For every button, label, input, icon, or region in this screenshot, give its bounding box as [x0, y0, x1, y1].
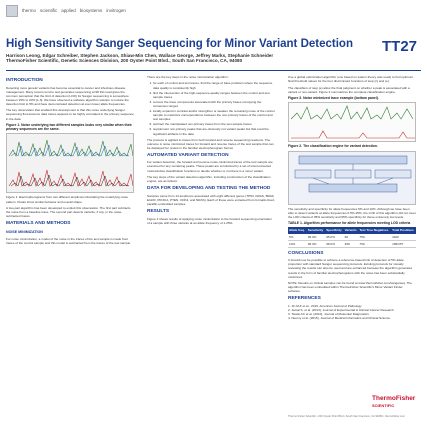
- reference-item: 2. Jamal S. et al. (2013), Journal of Ex…: [288, 307, 394, 312]
- table-cell: 10%: [288, 240, 307, 248]
- col3-paragraph-1: Use a global optimization algorithm (one…: [288, 75, 414, 84]
- table-1-caption: TABLE 1. Algorithm performance for allel…: [288, 221, 411, 226]
- trace-panel-top: [8, 140, 133, 158]
- logo-word-biosystems: biosystems: [79, 7, 103, 13]
- electropherogram-traces: [8, 140, 133, 188]
- reference-item: 3. Tsiatis AC et al. (2010), Journal of …: [288, 312, 369, 317]
- list-item: for each of control and test traces, fin…: [153, 81, 275, 89]
- figure-1-caption: Figure 1. Noise underlying two different…: [6, 123, 132, 132]
- authors-affiliation: ThermoFisher Scientific, Genetic Science…: [6, 58, 243, 64]
- references-heading: REFERENCES: [288, 296, 321, 302]
- results-heading: RESULTS: [147, 209, 170, 215]
- col3-paragraph-3: The sensitivity and specificity for alle…: [288, 206, 416, 219]
- flow-box-right: [374, 169, 412, 178]
- figure-3-noise-minimized-trace: [288, 102, 416, 143]
- logo-word-invitrogen: invitrogen: [106, 7, 126, 13]
- classification-flowchart: [294, 155, 412, 192]
- footer-brand-line1: ThermoFisher: [372, 395, 416, 402]
- table-cell: 750: [358, 233, 392, 241]
- poster-title: High Sensitivity Sanger Sequencing for M…: [6, 38, 353, 50]
- header-divider: [6, 70, 421, 71]
- table-row: 10% 96.0% 98.0% 456 750 165/257: [288, 240, 416, 248]
- table-cell: 750: [358, 240, 392, 248]
- table-header: Test True Negatives: [358, 227, 392, 234]
- methods-heading: MATERIALS AND METHODS: [6, 221, 71, 227]
- footer-brand-logo: ThermoFisher SCIENTIFIC: [372, 395, 415, 409]
- authors-block: Harrison Leong, Edgar Schreiber, Stephen…: [6, 53, 376, 64]
- logo-word-applied: applied: [61, 7, 76, 13]
- col2-paragraph-1: There are the key steps in the noise min…: [147, 75, 229, 79]
- table-cell: 95.0%: [325, 233, 344, 241]
- flow-box-top: [298, 155, 408, 164]
- intro-paragraph-1: Detecting more genetic variants has beco…: [6, 85, 129, 106]
- noise-minimization-heading: NOISE MINIMIZATION: [6, 229, 43, 234]
- table-cell: 1100: [391, 233, 416, 241]
- table-header: Allele freq.: [288, 227, 307, 234]
- figure-2-classification-engine: [288, 150, 416, 205]
- table-cell: 95.0%: [306, 233, 326, 241]
- table-cell: 98.0%: [325, 240, 344, 248]
- noise-minimized-traces: [290, 105, 415, 139]
- intro-paragraph-3: A two-part algorithm has been developed …: [6, 206, 131, 219]
- methods-paragraph-1: For noise minimization, a model of the n…: [6, 237, 132, 246]
- table-cell: 5%: [288, 233, 307, 241]
- list-item: supplement non-primary peaks that are ob…: [153, 127, 275, 135]
- list-item: find the intersection of the high-sequen…: [153, 91, 275, 99]
- figure-1-note: Figure 1. Electropherograms from two dif…: [6, 195, 129, 204]
- col2-paragraph-5: Samples came from 13 amplicons associate…: [147, 193, 275, 206]
- conclusions-heading: CONCLUSIONS: [288, 250, 324, 256]
- footer-note: Thermo Fisher Scientific • 200 Oyster Po…: [288, 415, 405, 418]
- footer-brand-line2: SCIENTIFIC: [372, 403, 395, 408]
- list-item: remove the trace components associated w…: [153, 100, 275, 108]
- table-header: Sensitivity: [306, 227, 326, 234]
- list-item: locally expand in contrast and/or streng…: [153, 109, 275, 121]
- table-cell: 165/257: [391, 240, 416, 248]
- brand-logo-icon: [6, 5, 18, 17]
- table-row: 5% 95.0% 95.0% 60 750 1100: [288, 233, 416, 241]
- col2-paragraph-3: For variant detection, the forward and r…: [147, 160, 273, 173]
- intro-paragraph-2: The key observation that enabled this de…: [6, 108, 134, 121]
- table-header: Variants: [343, 227, 359, 234]
- flow-box-bottom: [308, 183, 398, 192]
- col2-paragraph-4: The key steps of the variant detection a…: [147, 175, 271, 184]
- logo-word-scientific: scientific: [40, 7, 58, 13]
- col3-paragraph-4: It should now be possible to achieve a r…: [288, 258, 413, 279]
- col3-paragraph-5: NOTE: Results on clinical samples can be…: [288, 281, 412, 294]
- table-cell: 60: [343, 233, 359, 241]
- reference-item: 4. Neemy et al. (2015), Journal of Medic…: [288, 316, 391, 321]
- col3-paragraph-2: The classifiers of step (e) allow the fi…: [288, 85, 410, 94]
- logo-word-thermo: thermo: [22, 7, 37, 13]
- flow-box-left: [294, 169, 332, 178]
- data-heading: DATA FOR DEVELOPING AND TESTING THE METH…: [147, 186, 271, 192]
- column-2: There are the key steps in the noise min…: [147, 75, 275, 227]
- trace-panel-bottom: [8, 170, 133, 188]
- figure-3-caption: Figure 3. Noise minimized trace example …: [288, 96, 379, 101]
- table-header: Specificity: [325, 227, 344, 234]
- performance-table: Allele freq. Sensitivity Specificity Var…: [288, 227, 416, 248]
- variant-detection-heading: AUTOMATED VARIANT DETECTION: [147, 152, 229, 158]
- reference-item: 1. Jin M-F et al., 2016, American Journa…: [288, 303, 362, 308]
- authors-names: Harrison Leong, Edgar Schreiber, Stephen…: [6, 53, 274, 58]
- col2-paragraph-2: The process is applied to traces from bo…: [147, 137, 274, 150]
- table-cell: 456: [343, 240, 359, 248]
- table-cell: 96.0%: [306, 240, 326, 248]
- column-1: INTRODUCTION Detecting more genetic vari…: [6, 75, 134, 248]
- figure-2-caption: Figure 2. The classification engine for …: [288, 144, 378, 149]
- poster-id: TT27: [382, 38, 418, 55]
- table-header: Total Positives: [391, 227, 416, 234]
- figure-1-electropherogram: [6, 133, 134, 194]
- noise-steps-list: for each of control and test traces, fin…: [147, 81, 275, 135]
- column-3: Use a global optimization algorithm (one…: [288, 75, 416, 320]
- flow-box-middle: [334, 169, 372, 178]
- col2-paragraph-6: Figure 3 shows results of applying noise…: [147, 216, 272, 225]
- intro-heading: INTRODUCTION: [6, 78, 43, 83]
- header-logos: thermo scientific applied biosystems inv…: [6, 5, 126, 17]
- list-item: subtract the manipulated non-primary tra…: [153, 122, 275, 126]
